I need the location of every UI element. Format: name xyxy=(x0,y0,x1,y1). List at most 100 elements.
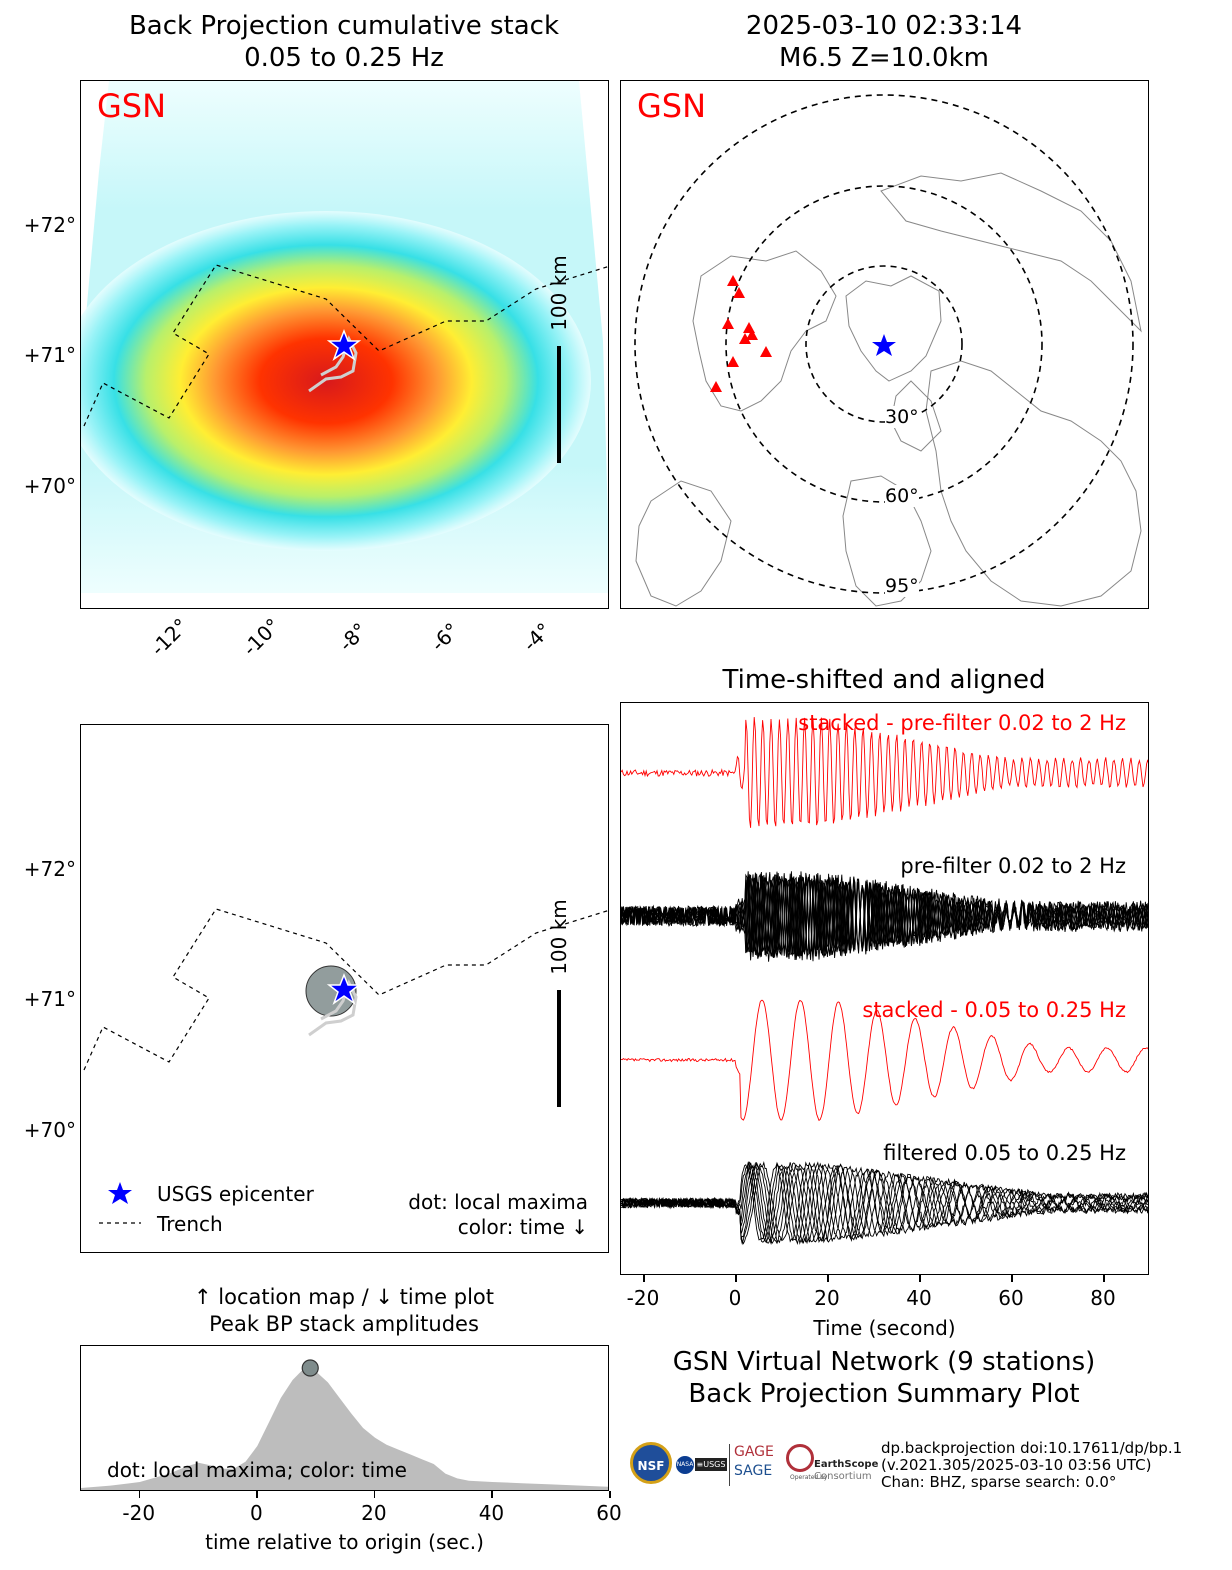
event-time-title: 2025-03-10 02:33:14 xyxy=(745,11,1023,41)
station-6 xyxy=(739,333,751,344)
ring-30 xyxy=(805,265,963,423)
station-9 xyxy=(710,381,722,392)
map-epicenter-star xyxy=(872,334,896,356)
lon-tick-6: -6° xyxy=(425,617,465,657)
bp-title-line1: Back Projection cumulative stack xyxy=(128,11,560,41)
ring-60 xyxy=(725,185,1043,503)
peak-amplitude-area xyxy=(81,1368,608,1490)
bp-energy-blob xyxy=(81,211,591,551)
event-magnitude-title: M6.5 Z=10.0km xyxy=(779,43,989,73)
legend-color-note: color: time ↓ xyxy=(457,1215,588,1239)
location-map-svg xyxy=(83,908,608,1224)
lat-tick-72: +72° xyxy=(23,213,76,237)
trace-xtick-label: -20 xyxy=(626,1286,660,1310)
filtered-trace-4 xyxy=(621,1162,1148,1245)
earthscope-logo: EarthScope xyxy=(814,1459,879,1470)
peak-panel: dot: local maxima; color: time xyxy=(80,1345,609,1491)
trace-xtick-mark xyxy=(735,1275,737,1282)
consortium-logo: Consortium xyxy=(814,1471,872,1482)
bp-heatmap-panel: GSN 100 km xyxy=(80,80,609,609)
lon-tick-10: -10° xyxy=(237,613,285,661)
nasa-logo: NASA xyxy=(676,1456,694,1474)
trace-label-broad: pre-filter 0.02 to 2 Hz xyxy=(900,854,1126,878)
footer-version: (v.2021.305/2025-03-10 03:56 UTC) xyxy=(881,1456,1152,1474)
peak-maxima-dot xyxy=(301,1359,319,1377)
ring-95 xyxy=(634,94,1134,594)
peak-title-line2: Peak BP stack amplitudes xyxy=(209,1312,479,1336)
peak-svg xyxy=(81,1359,608,1490)
location-scale-bar-label: 100 km xyxy=(546,899,571,975)
peak-note: dot: local maxima; color: time xyxy=(107,1458,407,1482)
greenland-coast xyxy=(845,275,942,382)
station-5 xyxy=(746,329,758,340)
peak-xtick-label: -20 xyxy=(122,1501,156,1525)
summary-title-line2: Back Projection Summary Plot xyxy=(688,1379,1080,1409)
gage-logo: GAGE xyxy=(734,1444,774,1460)
lon-tick-8: -8° xyxy=(333,617,373,657)
peak-x-label: time relative to origin (sec.) xyxy=(205,1530,484,1554)
trace-xtick-mark xyxy=(1103,1275,1105,1282)
north-america-coast xyxy=(692,250,837,412)
stacked-filtered-trace xyxy=(621,999,1148,1122)
filtered-trace-9 xyxy=(621,1161,1148,1243)
loc-lat-tick-71: +71° xyxy=(23,987,76,1011)
peak-xtick-mark xyxy=(138,1491,141,1498)
peak-xtick-label: 0 xyxy=(249,1501,263,1525)
peak-xtick-label: 20 xyxy=(361,1501,387,1525)
trace-label-filtered: filtered 0.05 to 0.25 Hz xyxy=(883,1141,1126,1165)
trace-xtick-label: 80 xyxy=(1090,1286,1116,1310)
eurasia-coast xyxy=(925,360,1142,607)
broad-trace-9 xyxy=(621,871,1148,960)
trace-xtick-mark xyxy=(827,1275,829,1282)
peak-xtick-label: 40 xyxy=(478,1501,505,1525)
trace-label-stacked-filtered: stacked - 0.05 to 0.25 Hz xyxy=(862,998,1126,1022)
station-1 xyxy=(727,275,739,286)
location-epicenter-star xyxy=(326,972,362,1005)
trace-xtick-label: 60 xyxy=(998,1286,1024,1310)
broad-trace-8 xyxy=(621,871,1148,958)
peak-title-line1: ↑ location map / ↓ time plot xyxy=(194,1285,494,1309)
peak-xtick-mark xyxy=(373,1491,376,1498)
siberia-coast xyxy=(880,172,1142,333)
trace-xtick-mark xyxy=(1011,1275,1013,1282)
station-3 xyxy=(722,318,734,329)
trace-xtick-mark xyxy=(643,1275,645,1282)
legend-dot-note: dot: local maxima xyxy=(408,1190,588,1214)
location-rupture-trace xyxy=(308,979,358,1037)
trench-line xyxy=(83,264,608,427)
legend-epicenter-label: USGS epicenter xyxy=(157,1182,314,1206)
trace-xtick-label: 0 xyxy=(728,1286,742,1310)
nsf-logo: NSF xyxy=(630,1442,672,1484)
lat-tick-71: +71° xyxy=(23,343,76,367)
bp-title-line2: 0.05 to 0.25 Hz xyxy=(244,43,444,73)
network-label: GSN xyxy=(97,87,167,125)
traces-panel: stacked - pre-filter 0.02 to 2 Hz pre-fi… xyxy=(620,702,1149,1275)
scale-bar-label: 100 km xyxy=(546,255,571,331)
legend-trench-label: Trench xyxy=(157,1212,223,1236)
station-8 xyxy=(727,356,739,367)
logo-divider xyxy=(729,1444,730,1486)
loc-lat-tick-70: +70° xyxy=(23,1118,76,1142)
aligned-title: Time-shifted and aligned xyxy=(722,665,1046,695)
earthscope-icon xyxy=(786,1444,814,1472)
footer-doi: dp.backprojection doi:10.17611/dp/bp.1 xyxy=(881,1439,1183,1457)
trace-xtick-label: 40 xyxy=(906,1286,932,1310)
trace-xtick-label: 20 xyxy=(814,1286,840,1310)
summary-title-line1: GSN Virtual Network (9 stations) xyxy=(672,1347,1096,1377)
lon-tick-4: -4° xyxy=(517,617,557,657)
station-map-panel: GSN 30° 60° 95° xyxy=(620,80,1149,609)
footer-channel: Chan: BHZ, sparse search: 0.0° xyxy=(881,1473,1117,1491)
location-map-panel: 100 km USGS epicenter Trench dot: local … xyxy=(80,724,609,1253)
trace-xtick-mark xyxy=(919,1275,921,1282)
station-2 xyxy=(733,287,745,298)
traces-x-label: Time (second) xyxy=(813,1316,956,1340)
station-7 xyxy=(760,346,772,357)
loc-lat-tick-72: +72° xyxy=(23,857,76,881)
south-america-coast xyxy=(635,480,732,607)
peak-xtick-mark xyxy=(609,1491,611,1498)
ring-label-60: 60° xyxy=(885,485,919,507)
earthscope-operated: Operated by xyxy=(790,1474,828,1481)
sage-logo: SAGE xyxy=(734,1463,773,1479)
peak-xtick-mark xyxy=(256,1491,258,1498)
stacked-broad-trace xyxy=(621,717,1148,828)
